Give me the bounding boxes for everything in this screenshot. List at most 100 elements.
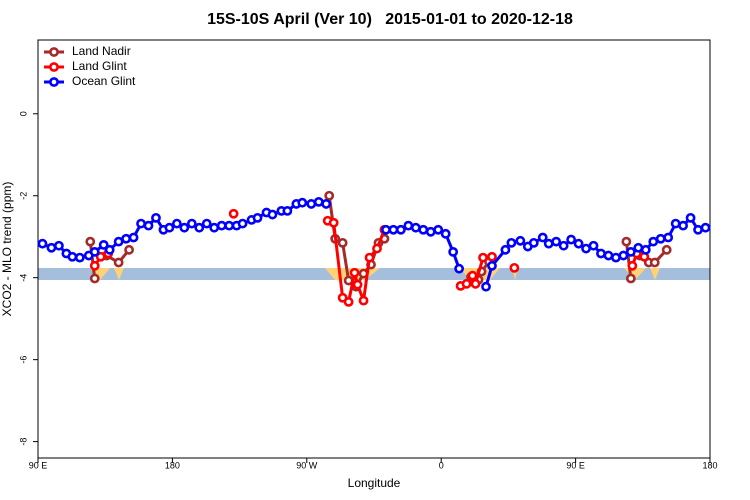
data-point — [700, 222, 711, 233]
legend-label: Land Nadir — [72, 44, 131, 58]
data-point — [678, 220, 689, 231]
data-point — [640, 244, 651, 255]
legend-label: Ocean Glint — [72, 74, 136, 88]
land-mask-band — [38, 268, 710, 280]
data-point — [381, 224, 391, 235]
data-point — [136, 218, 146, 229]
data-point — [194, 222, 205, 233]
data-point — [74, 252, 85, 263]
data-point — [46, 242, 57, 253]
x-tick-label: 180 — [165, 460, 180, 470]
data-point — [440, 228, 451, 239]
data-point — [121, 233, 132, 244]
data-point — [89, 273, 100, 284]
data-point — [343, 296, 354, 307]
data-point — [128, 232, 139, 243]
data-point — [487, 260, 497, 271]
data-point — [558, 240, 569, 251]
y-axis-label: XCO2 - MLO trend (ppm) — [0, 182, 14, 317]
data-point — [573, 238, 584, 249]
data-point — [611, 252, 621, 263]
data-point — [448, 246, 459, 257]
data-point — [209, 222, 220, 233]
data-point — [581, 243, 591, 254]
data-point — [588, 240, 599, 251]
data-point — [54, 240, 64, 251]
data-point — [661, 244, 672, 255]
data-point — [37, 238, 48, 249]
data-point — [179, 222, 190, 233]
legend-marker — [49, 47, 59, 57]
data-point — [649, 257, 660, 268]
data-point — [282, 205, 293, 216]
data-point — [171, 218, 182, 229]
data-point — [306, 199, 317, 209]
data-point — [104, 244, 115, 255]
data-point — [627, 260, 638, 271]
y-tick-label: -6 — [18, 356, 28, 364]
x-tick-label: 90 W — [296, 460, 318, 470]
data-point — [528, 237, 539, 248]
data-point — [655, 233, 666, 244]
plot-frame — [37, 39, 711, 459]
data-point — [543, 238, 554, 249]
land-marker — [114, 268, 124, 280]
legend-marker — [49, 77, 59, 87]
data-point — [95, 251, 106, 262]
data-point — [67, 251, 78, 262]
data-point — [297, 197, 308, 208]
data-point — [201, 218, 212, 229]
data-point — [358, 295, 369, 306]
data-point — [693, 224, 703, 235]
data-point — [454, 263, 465, 274]
data-point — [313, 196, 324, 207]
data-point — [551, 236, 562, 247]
data-point — [98, 240, 109, 250]
data-point — [621, 236, 632, 247]
data-point — [216, 220, 227, 231]
y-tick-label: 0 — [18, 111, 28, 116]
data-point — [151, 212, 161, 223]
data-point — [461, 278, 472, 289]
data-point — [324, 190, 335, 201]
data-point — [470, 278, 481, 289]
data-point — [388, 224, 399, 235]
data-point — [418, 224, 429, 235]
x-tick-label: 90 E — [29, 460, 48, 470]
data-point — [164, 222, 175, 233]
data-point — [509, 262, 520, 273]
data-point — [625, 273, 636, 284]
data-point — [337, 237, 348, 248]
y-tick-label: -4 — [18, 274, 28, 282]
land-marker — [650, 268, 660, 280]
data-point — [663, 232, 674, 243]
data-point — [224, 220, 235, 231]
x-tick-label: 90 E — [566, 460, 585, 470]
data-point — [364, 252, 375, 263]
data-point — [352, 279, 363, 290]
data-point — [89, 260, 100, 271]
legend-label: Land Glint — [72, 59, 127, 73]
data-point — [603, 250, 614, 261]
data-point — [487, 251, 497, 262]
data-point — [515, 235, 526, 246]
data-point — [537, 232, 548, 243]
data-point — [237, 218, 248, 229]
data-point — [143, 220, 154, 231]
data-point — [670, 218, 681, 229]
data-point — [410, 222, 421, 233]
chart-title: 15S-10S April (Ver 10) 2015-01-01 to 202… — [207, 11, 573, 28]
data-point — [625, 246, 636, 257]
data-point — [113, 257, 124, 268]
y-tick-label: -2 — [18, 192, 28, 200]
data-point — [372, 243, 382, 254]
data-point — [186, 218, 197, 229]
data-point — [425, 226, 436, 237]
data-point — [349, 267, 360, 278]
data-point — [566, 234, 577, 245]
data-point — [500, 244, 511, 255]
data-point — [403, 220, 414, 231]
data-point — [267, 209, 278, 220]
legend-marker — [49, 62, 59, 72]
data-point — [506, 237, 517, 248]
